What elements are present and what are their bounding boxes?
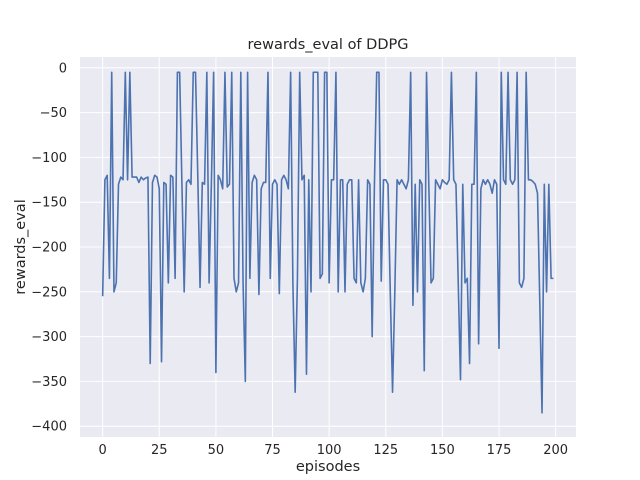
y-tick-label: −350 <box>31 375 67 390</box>
x-axis-label: episodes <box>296 459 360 475</box>
x-tick-label: 200 <box>543 443 568 458</box>
x-tick-label: 50 <box>208 443 225 458</box>
x-tick-label: 100 <box>317 443 342 458</box>
y-tick-label: −100 <box>31 151 67 166</box>
y-tick-label: −250 <box>31 285 67 300</box>
y-tick-label: 0 <box>59 61 67 76</box>
x-tick-label: 75 <box>264 443 281 458</box>
y-tick-label: −50 <box>40 106 67 121</box>
tick-labels: 0 25 50 75 100 125 150 175 200 0 −50 −100 −150 −200 −2… <box>31 61 568 458</box>
x-tick-label: 150 <box>430 443 455 458</box>
y-tick-label: −150 <box>31 196 67 211</box>
x-tick-label: 175 <box>487 443 512 458</box>
y-axis-label: rewards_eval <box>13 199 29 294</box>
x-tick-label: 25 <box>151 443 168 458</box>
series-line <box>101 71 554 414</box>
x-tick-label: 125 <box>373 443 398 458</box>
chart-title: rewards_eval of DDPG <box>248 37 409 53</box>
y-tick-label: −300 <box>31 330 67 345</box>
y-tick-label: −400 <box>31 420 67 435</box>
y-tick-label: −200 <box>31 241 67 256</box>
x-tick-label: 0 <box>99 443 107 458</box>
